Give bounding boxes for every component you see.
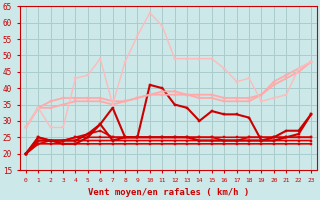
X-axis label: Vent moyen/en rafales ( km/h ): Vent moyen/en rafales ( km/h ) <box>88 188 249 197</box>
